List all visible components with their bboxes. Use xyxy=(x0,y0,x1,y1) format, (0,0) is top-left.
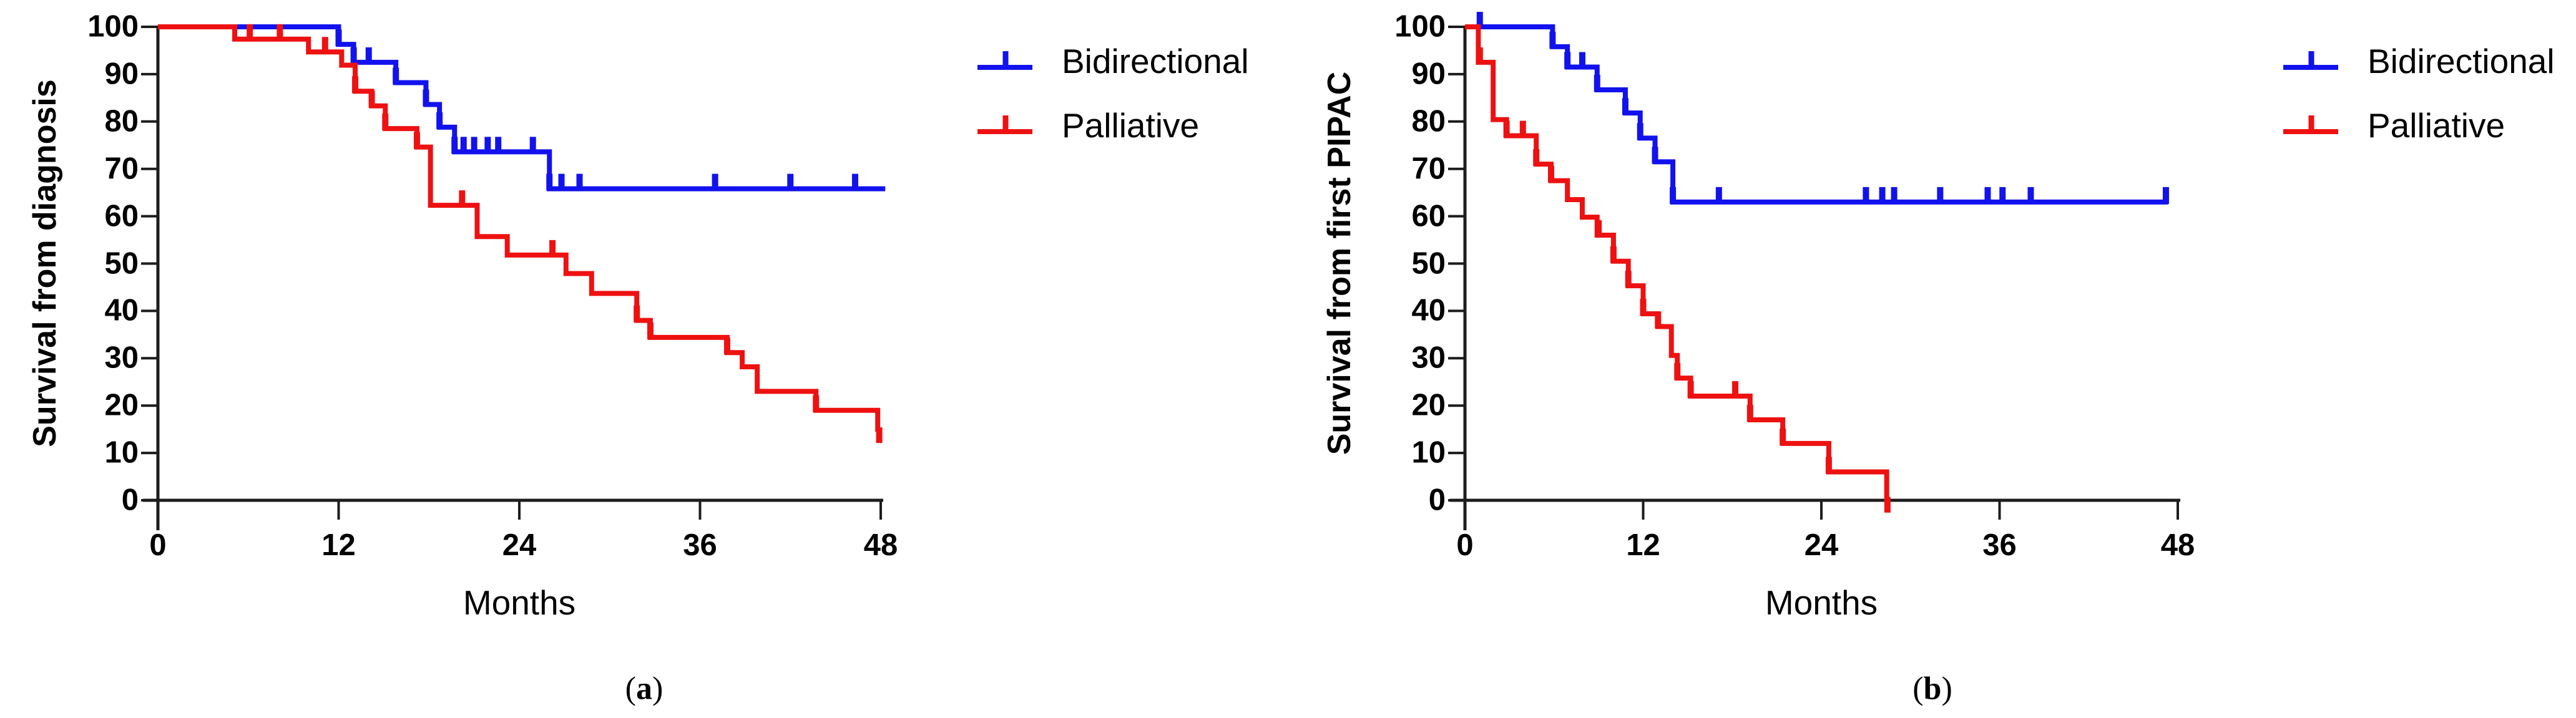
panel-a-y-tick-label: 70 xyxy=(104,152,139,186)
panel-a-caption-open: ( xyxy=(625,671,636,707)
legend-label-palliative: Palliative xyxy=(1062,106,1200,145)
km-curve-censor-icon xyxy=(977,51,1032,70)
panel-b-x-tick-label: 48 xyxy=(2160,528,2195,562)
panel-a-y-tick-label: 100 xyxy=(87,9,139,44)
panel-b-x-tick-label: 12 xyxy=(1626,528,1660,562)
panel-b-y-tick-label: 70 xyxy=(1411,152,1446,186)
panel-a-y-tick-label: 90 xyxy=(104,57,139,91)
panel-b-y-tick-label: 80 xyxy=(1411,104,1446,138)
panel-a-y-tick-label: 50 xyxy=(104,246,139,280)
panel-a-curve-bidirectional xyxy=(158,24,886,192)
panel-a-legend-item-palliative: Palliative xyxy=(977,105,1199,145)
panel-a-x-tick-label: 12 xyxy=(321,528,356,562)
panel-b-y-tick-label: 90 xyxy=(1411,57,1446,91)
panel-a-y-tick-label: 60 xyxy=(104,199,139,233)
panel-b-x-tick-label: 0 xyxy=(1456,528,1474,562)
panel-a-y-tick-label: 30 xyxy=(104,341,139,375)
km-curve-censor-icon xyxy=(2283,51,2338,70)
panel-b-y-tick-label: 60 xyxy=(1411,199,1446,233)
panel-a-caption-letter: a xyxy=(636,671,652,707)
panel-a-y-tick-label: 40 xyxy=(104,293,139,327)
panel-b-x-axis-title: Months xyxy=(1765,583,1878,622)
panel-b-caption-open: ( xyxy=(1912,671,1924,707)
panel-a-y-tick-label: 80 xyxy=(104,104,139,138)
panel-b-curve-palliative xyxy=(1465,24,1889,502)
legend-label-bidirectional: Bidirectional xyxy=(2368,42,2555,80)
panel-b-y-tick-label: 30 xyxy=(1411,341,1446,375)
panel-b-y-tick-label: 50 xyxy=(1411,246,1446,280)
panel-a-x-tick-label: 24 xyxy=(502,528,537,562)
panel-b-y-tick-label: 10 xyxy=(1411,435,1446,470)
panel-a-y-tick-label: 0 xyxy=(121,483,139,517)
panel-a-caption: (a) xyxy=(625,671,664,707)
panel-b-legend-item-palliative: Palliative xyxy=(2283,105,2505,145)
panel-b-y-tick-label: 40 xyxy=(1411,293,1446,327)
panel-a-x-axis-title: Months xyxy=(463,583,576,622)
panel-a-x-tick-label: 48 xyxy=(863,528,898,562)
panel-b-y-axis-title: Survival from first PIPAC xyxy=(1321,71,1358,455)
panel-b-legend-item-bidirectional: Bidirectional xyxy=(2283,41,2555,81)
panel-b-y-tick-label: 100 xyxy=(1394,9,1446,44)
panel-a-caption-close: ) xyxy=(652,671,664,707)
panel-b-caption: (b) xyxy=(1912,671,1952,707)
legend-label-palliative: Palliative xyxy=(2368,106,2505,145)
panel-a-legend-item-bidirectional: Bidirectional xyxy=(977,41,1249,81)
panel-a-x-tick-label: 0 xyxy=(149,528,167,562)
panel-b-caption-letter: b xyxy=(1923,671,1942,707)
panel-a-x-tick-label: 36 xyxy=(683,528,717,562)
km-curve-censor-icon xyxy=(977,115,1032,134)
panel-b-y-tick-label: 20 xyxy=(1411,388,1446,422)
panel-b-x-tick-label: 36 xyxy=(1982,528,2017,562)
panel-a-y-tick-label: 10 xyxy=(104,435,139,470)
km-curve-censor-icon xyxy=(2283,115,2338,134)
panel-a-y-axis-title: Survival from diagnosis xyxy=(27,79,63,447)
panel-b-x-tick-label: 24 xyxy=(1804,528,1839,562)
legend-label-bidirectional: Bidirectional xyxy=(1062,42,1249,80)
panel-b-caption-close: ) xyxy=(1941,671,1952,707)
panel-a-y-tick-label: 20 xyxy=(104,388,139,422)
panel-b-y-tick-label: 0 xyxy=(1428,483,1446,517)
panel-a-curve-palliative xyxy=(158,24,881,432)
